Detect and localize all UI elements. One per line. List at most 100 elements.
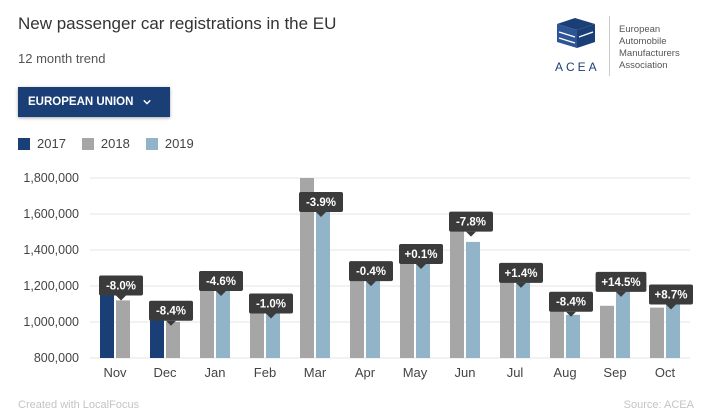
change-label-box	[149, 300, 193, 321]
legend-item-2019[interactable]: 2019	[145, 136, 194, 151]
change-label: -8.4%	[556, 297, 586, 309]
x-tick-label: Jul	[507, 365, 524, 380]
y-tick-label: 800,000	[34, 351, 79, 365]
change-label-box	[99, 275, 143, 296]
bar-2019	[616, 277, 630, 358]
change-label-pointer	[116, 295, 126, 301]
bar-2019	[466, 241, 480, 358]
change-label-pointer	[416, 264, 426, 269]
legend-item-2018[interactable]: 2018	[81, 136, 130, 151]
change-label-box	[299, 192, 343, 212]
x-tick-label: Dec	[153, 365, 177, 380]
change-label: -7.8%	[456, 217, 486, 229]
bar-2019	[566, 314, 580, 358]
change-label-box	[649, 284, 693, 305]
change-label: -8.0%	[106, 281, 136, 293]
x-tick-label: Aug	[553, 365, 576, 380]
x-tick-label: Jun	[455, 365, 476, 380]
logo-line: Automobile	[619, 36, 667, 47]
bar-2018	[550, 297, 564, 358]
change-label: -4.6%	[206, 276, 236, 288]
bar-2018	[300, 178, 314, 358]
bar-2018	[116, 300, 130, 358]
bar-2019	[516, 268, 530, 358]
bar-2018	[650, 307, 664, 358]
legend-label: 2018	[100, 136, 130, 151]
region-selector-button[interactable]: EUROPEAN UNION	[18, 87, 170, 117]
change-label: +0.1%	[405, 249, 438, 261]
bar-2019	[216, 286, 230, 358]
change-label-box	[399, 244, 443, 264]
footer-source: Source: ACEA	[623, 399, 694, 411]
x-tick-label: Oct	[655, 365, 676, 380]
change-label-pointer	[366, 281, 376, 287]
legend-label: 2017	[37, 136, 66, 151]
acea-logo[interactable]: ACEA European Automobile Manufacturers A…	[553, 14, 703, 78]
bar-chart: 800,000 1,000,000 1,200,000 1,400,000 1,600,…	[23, 171, 693, 380]
bar-2018	[250, 299, 264, 358]
footer-credit[interactable]: Created with LocalFocus	[18, 399, 140, 411]
bar-2019	[316, 192, 330, 358]
bar-2019	[366, 268, 380, 358]
chart-legend: 2017 2018 2019	[18, 136, 210, 151]
change-label-pointer	[666, 304, 676, 310]
change-label-pointer	[166, 320, 176, 326]
chevron-down-icon	[143, 99, 152, 105]
chart-title: New passenger car registrations in the E…	[18, 14, 337, 33]
change-label: -8.4%	[156, 306, 186, 318]
x-tick-label: Feb	[254, 365, 276, 380]
x-tick-label: May	[403, 365, 428, 380]
x-tick-label: Sep	[603, 365, 626, 380]
change-label: -3.9%	[306, 197, 336, 209]
x-tick-label: Nov	[103, 365, 127, 380]
y-tick-label: 1,800,000	[23, 171, 79, 185]
logo-line: Manufacturers	[619, 48, 680, 59]
change-label-pointer	[466, 231, 476, 237]
y-tick-label: 1,000,000	[23, 315, 79, 329]
y-tick-label: 1,400,000	[23, 243, 79, 257]
change-label-box	[449, 211, 493, 232]
bar-2018	[200, 277, 214, 358]
change-label-box	[549, 291, 593, 312]
change-label: -0.4%	[356, 266, 386, 278]
chart-subtitle: 12 month trend	[18, 51, 106, 66]
change-label-pointer	[216, 291, 226, 296]
legend-item-2017[interactable]: 2017	[18, 136, 66, 151]
change-label: -1.0%	[256, 299, 286, 311]
change-label-box	[499, 262, 543, 283]
legend-swatch	[81, 137, 94, 150]
logo-line: Association	[619, 60, 668, 71]
logo-text: European Automobile Manufacturers Associ…	[619, 24, 680, 72]
bar-2018	[450, 217, 464, 358]
bar-2018	[600, 305, 614, 358]
bar-2018	[350, 267, 364, 358]
x-tick-label: Mar	[304, 365, 327, 380]
logo-line: European	[619, 24, 661, 35]
change-label-pointer	[616, 291, 626, 297]
x-tick-label: Jan	[205, 365, 226, 380]
change-label-box	[199, 271, 243, 291]
bar-2018	[166, 322, 180, 358]
logo-divider	[609, 16, 610, 76]
legend-swatch	[18, 137, 30, 150]
y-tick-label: 1,600,000	[23, 207, 79, 221]
region-selector-label: EUROPEAN UNION	[28, 96, 134, 108]
y-tick-label: 1,200,000	[23, 279, 79, 293]
change-label: +8.7%	[655, 290, 688, 302]
bar-2017	[100, 281, 114, 358]
change-label: +14.5%	[601, 277, 640, 289]
change-label-box	[349, 261, 393, 282]
logo-acronym: ACEA	[555, 60, 600, 74]
change-label-box	[249, 293, 293, 314]
change-label-pointer	[266, 313, 276, 319]
bar-2018	[400, 250, 414, 358]
acea-cube-logo	[557, 18, 595, 48]
bar-2018	[500, 273, 514, 358]
change-label-pointer	[516, 282, 526, 288]
change-label-pointer	[316, 212, 326, 217]
bar-2019	[416, 250, 430, 358]
change-label: +1.4%	[505, 268, 538, 280]
legend-swatch	[145, 137, 158, 150]
change-label-box	[595, 271, 647, 292]
change-label-pointer	[566, 311, 576, 317]
